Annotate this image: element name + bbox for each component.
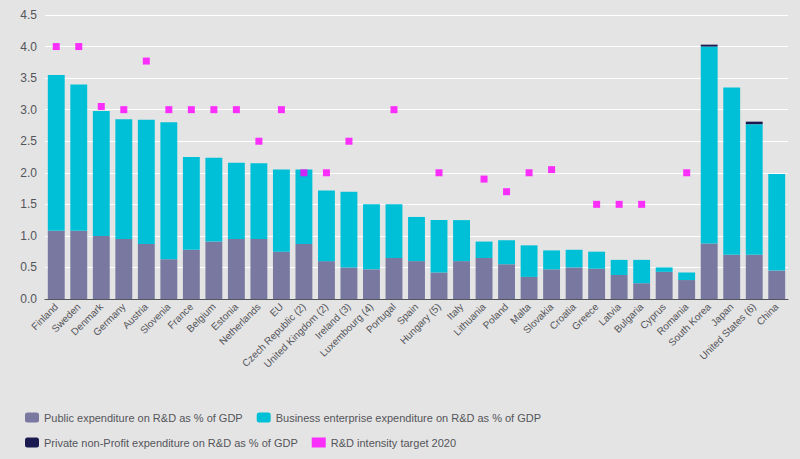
svg-text:Business enterprise expenditur: Business enterprise expenditure on R&D a…	[276, 412, 541, 424]
svg-text:Private non-Profit expenditure: Private non-Profit expenditure on R&D as…	[44, 437, 298, 449]
svg-text:Japan: Japan	[708, 301, 736, 329]
svg-text:China: China	[754, 301, 781, 328]
svg-text:Spain: Spain	[394, 301, 421, 327]
svg-text:1.5: 1.5	[20, 197, 37, 211]
svg-text:United Kingdom (2): United Kingdom (2)	[261, 301, 331, 370]
svg-text:France: France	[165, 301, 196, 331]
svg-text:Italy: Italy	[444, 301, 466, 322]
svg-text:Austria: Austria	[120, 301, 151, 331]
svg-text:4.0: 4.0	[20, 40, 37, 54]
svg-text:2.5: 2.5	[20, 134, 37, 148]
svg-text:Malta: Malta	[507, 301, 533, 327]
svg-text:Slovakia: Slovakia	[521, 301, 556, 336]
svg-text:Slovenia: Slovenia	[138, 301, 173, 336]
svg-text:4.5: 4.5	[20, 8, 37, 22]
svg-text:Public expenditure on R&D as %: Public expenditure on R&D as % of GDP	[44, 412, 243, 424]
svg-text:3.5: 3.5	[20, 71, 37, 85]
svg-text:South Korea: South Korea	[666, 301, 713, 348]
svg-text:Poland: Poland	[481, 301, 511, 331]
svg-text:Croatia: Croatia	[547, 301, 578, 332]
svg-text:3.0: 3.0	[20, 103, 37, 117]
svg-text:Denmark: Denmark	[68, 301, 106, 338]
svg-text:Lithuania: Lithuania	[451, 301, 488, 338]
svg-text:Netherlands: Netherlands	[217, 301, 263, 347]
svg-text:Romania: Romania	[654, 301, 691, 338]
svg-text:EU: EU	[268, 301, 286, 319]
svg-text:Czech Republic (2): Czech Republic (2)	[240, 301, 308, 369]
svg-text:Greece: Greece	[570, 301, 601, 332]
svg-text:Estonia: Estonia	[208, 301, 241, 333]
svg-text:Belgium: Belgium	[184, 301, 218, 335]
svg-text:Portugal: Portugal	[364, 301, 398, 335]
svg-text:Cyprus: Cyprus	[637, 301, 669, 332]
svg-text:Germany: Germany	[91, 301, 128, 338]
svg-text:Bulgaria: Bulgaria	[612, 301, 646, 335]
svg-text:2.0: 2.0	[20, 166, 37, 180]
svg-text:Ireland (3): Ireland (3)	[312, 301, 353, 342]
svg-text:Luxembourg (4): Luxembourg (4)	[317, 301, 376, 359]
svg-text:Sweden: Sweden	[49, 301, 83, 335]
svg-text:United States (6): United States (6)	[697, 301, 758, 362]
svg-text:1.0: 1.0	[20, 229, 37, 243]
svg-text:0.5: 0.5	[20, 260, 37, 274]
svg-text:Latvia: Latvia	[596, 301, 623, 328]
svg-text:Finland: Finland	[29, 301, 61, 332]
svg-text:0.0: 0.0	[20, 292, 37, 306]
svg-text:Hungary (5): Hungary (5)	[398, 301, 443, 346]
svg-text:R&D intensity target 2020: R&D intensity target 2020	[331, 437, 456, 449]
